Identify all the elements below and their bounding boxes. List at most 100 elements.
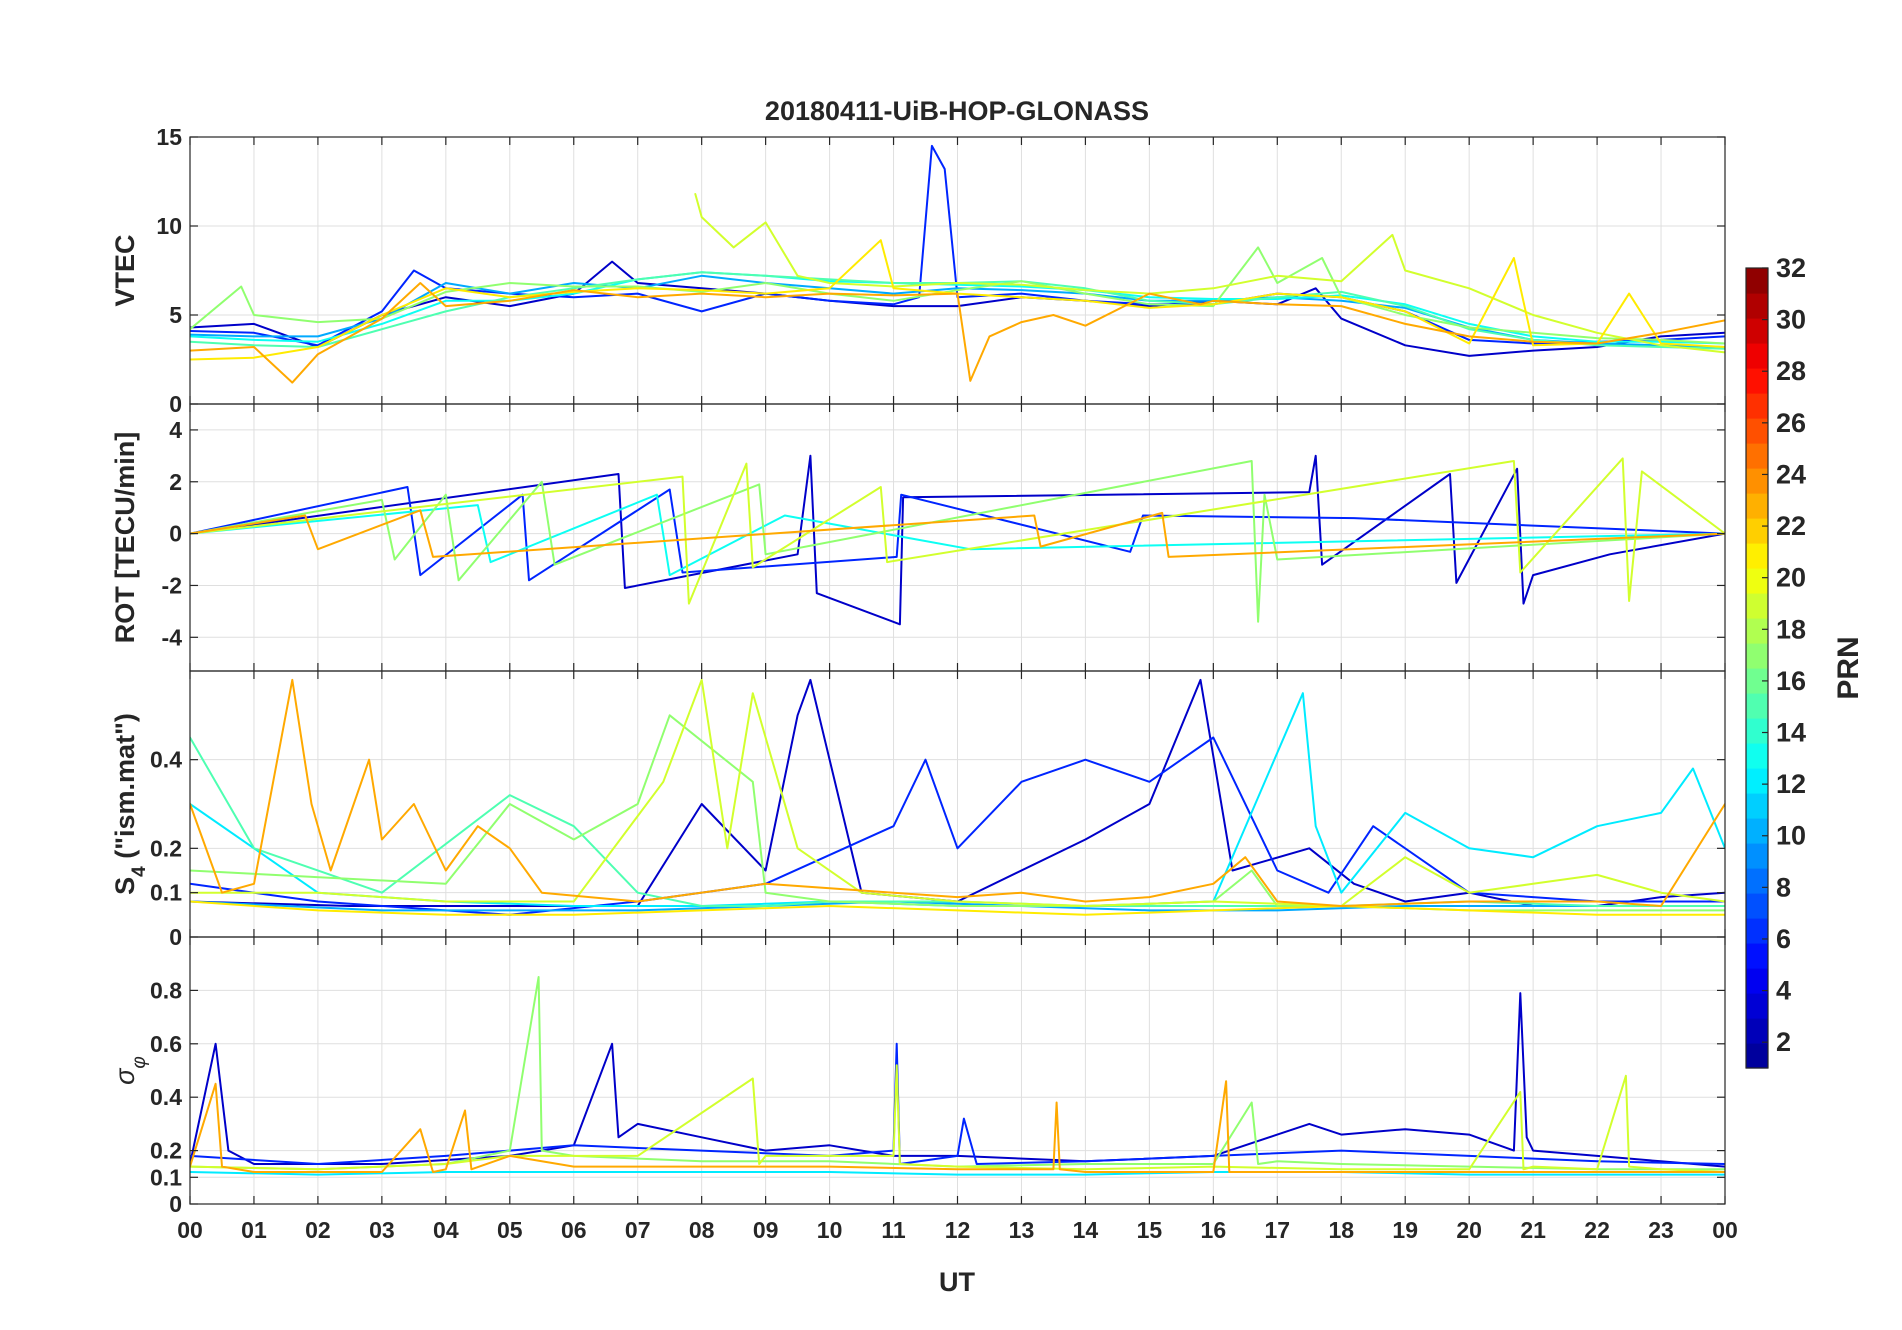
s4-series-prn-3 <box>190 678 1725 907</box>
colorbar-segment <box>1746 568 1768 594</box>
x-tick-label: 20 <box>1456 1217 1482 1243</box>
vtec-series-prn-19 <box>694 193 1725 354</box>
s4-y-tick-label: 0 <box>169 924 182 950</box>
x-tick-label: 06 <box>561 1217 587 1243</box>
rot-y-tick-label: -4 <box>162 624 183 650</box>
colorbar-tick-label: 10 <box>1776 821 1806 851</box>
x-tick-label: 19 <box>1392 1217 1418 1243</box>
x-tick-label: 02 <box>305 1217 331 1243</box>
colorbar-segment <box>1746 843 1768 869</box>
colorbar-segment <box>1746 893 1768 919</box>
x-axis-label: UT <box>939 1267 975 1297</box>
sigma_phi-y-tick-label: 0.6 <box>150 1031 182 1057</box>
s4-y-tick-label: 0.1 <box>150 880 182 906</box>
colorbar-segment <box>1746 293 1768 319</box>
vtec-y-tick-label: 15 <box>156 124 182 150</box>
colorbar-tick-label: 24 <box>1776 459 1806 489</box>
colorbar-segment <box>1746 418 1768 444</box>
vtec-y-tick-label: 0 <box>169 391 182 417</box>
x-tick-label: 13 <box>1009 1217 1035 1243</box>
colorbar-tick-label: 32 <box>1776 253 1806 283</box>
colorbar-segment <box>1746 643 1768 669</box>
colorbar-segment <box>1746 693 1768 719</box>
x-tick-label: 21 <box>1520 1217 1546 1243</box>
vtec-y-tick-label: 10 <box>156 213 182 239</box>
colorbar-segment <box>1746 743 1768 769</box>
x-tick-label: 09 <box>753 1217 779 1243</box>
colorbar-tick-label: 30 <box>1776 305 1806 335</box>
sigma_phi-y-tick-label: 0.4 <box>150 1084 182 1110</box>
colorbar-tick-label: 20 <box>1776 563 1806 593</box>
vtec-series-prn-17 <box>190 246 1725 345</box>
colorbar-segment <box>1746 268 1768 294</box>
colorbar-tick-label: 6 <box>1776 924 1791 954</box>
s4-series <box>190 678 1725 916</box>
s4-y-axis-label: S4 ("ism.mat") <box>110 713 150 895</box>
vtec-series-prn-13 <box>190 271 1725 345</box>
sigma_phi-y-tick-label: 0.1 <box>150 1164 182 1190</box>
vtec-y-tick-label: 5 <box>169 302 182 328</box>
rot-series <box>190 454 1725 626</box>
x-tick-label: 04 <box>433 1217 459 1243</box>
colorbar-frame <box>1745 267 1769 1069</box>
x-tick-label: 22 <box>1584 1217 1610 1243</box>
panel-vtec: 0 5 10 15 VTEC <box>110 124 1726 417</box>
sigma_phi-series-prn-19 <box>190 1064 1725 1173</box>
colorbar-tick-label: 8 <box>1776 872 1791 902</box>
colorbar-segment <box>1746 668 1768 694</box>
rot-series-prn-13 <box>190 493 1725 577</box>
sigma_phi-y-tick-label: 0.2 <box>150 1138 182 1164</box>
colorbar-segment <box>1746 918 1768 944</box>
x-tick-label: 23 <box>1648 1217 1674 1243</box>
colorbar-segment <box>1746 468 1768 494</box>
rot-series-prn-6 <box>190 486 1725 582</box>
colorbar-segment <box>1746 618 1768 644</box>
x-tick-label: 01 <box>241 1217 267 1243</box>
colorbar-label: PRN <box>1832 636 1865 699</box>
s4-series-prn-23 <box>190 678 1725 907</box>
rot-y-tick-label: 0 <box>169 521 182 547</box>
colorbar-segment <box>1746 993 1768 1019</box>
x-tick-label: 03 <box>369 1217 395 1243</box>
panel-s4: 0 0.1 0.2 0.4S4 ("ism.mat") <box>110 670 1726 950</box>
colorbar-segment <box>1746 793 1768 819</box>
panel-rot: -4 -2 0 2 4 ROT [TECU/min] <box>110 403 1726 672</box>
rot-y-tick-label: 2 <box>169 469 182 495</box>
colorbar-segment <box>1746 718 1768 744</box>
x-tick-labels: 00 01 02 03 04 05 06 07 08 09 10 11 12 13 14 15 16 17 18 19… <box>177 1217 1738 1243</box>
colorbar-tick-label: 26 <box>1776 408 1806 438</box>
colorbar-segment <box>1746 1018 1768 1044</box>
colorbar-segment <box>1746 368 1768 394</box>
sigma_phi-series <box>190 976 1725 1176</box>
colorbar-segment <box>1746 493 1768 519</box>
chart-title: 20180411-UiB-HOP-GLONASS <box>765 96 1149 126</box>
colorbar-tick-label: 18 <box>1776 614 1806 644</box>
vtec-y-axis-label: VTEC <box>110 234 140 306</box>
colorbar-tick-label: 12 <box>1776 769 1806 799</box>
x-tick-label: 14 <box>1073 1217 1099 1243</box>
colorbar-segment <box>1746 968 1768 994</box>
vtec-series <box>190 144 1725 384</box>
sigma_phi-series-prn-12 <box>190 1171 1725 1176</box>
colorbar-segment <box>1746 443 1768 469</box>
colorbar-segment <box>1746 543 1768 569</box>
vtec-series-prn-6 <box>190 144 1725 347</box>
colorbar-segment <box>1746 868 1768 894</box>
colorbar-segment <box>1746 518 1768 544</box>
x-tick-label: 16 <box>1201 1217 1227 1243</box>
colorbar-tick-label: 16 <box>1776 666 1806 696</box>
panel-sigma_phi: 00.10.2 0.4 0.6 0.8 σφ <box>110 936 1726 1217</box>
x-tick-label: 00 <box>177 1217 203 1243</box>
sigma_phi-y-tick-label: 0.8 <box>150 977 182 1003</box>
rot-series-prn-3 <box>190 454 1725 626</box>
x-tick-label: 18 <box>1328 1217 1354 1243</box>
colorbar-segment <box>1746 768 1768 794</box>
x-tick-label: 11 <box>881 1217 906 1243</box>
colorbar-tick-label: 4 <box>1776 976 1791 1006</box>
rot-y-tick-label: 4 <box>169 417 182 443</box>
x-tick-label: 08 <box>689 1217 715 1243</box>
rot-series-prn-23 <box>190 509 1725 558</box>
x-tick-label: 00 <box>1712 1217 1738 1243</box>
